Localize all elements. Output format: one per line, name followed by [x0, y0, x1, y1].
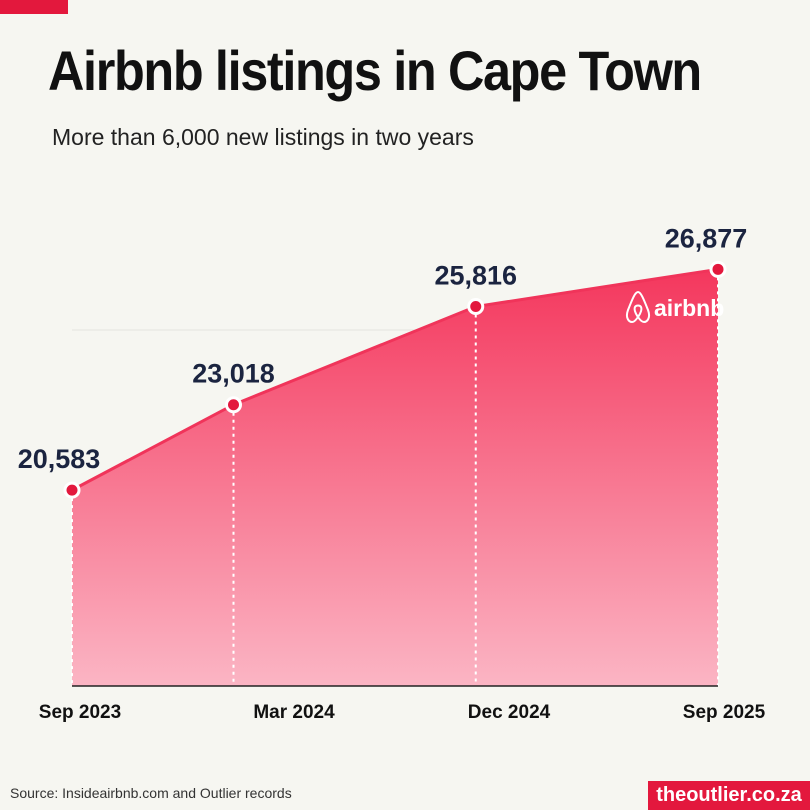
- x-tick-label: Sep 2023: [39, 702, 121, 723]
- airbnb-logo: airbnb: [625, 291, 724, 323]
- airbnb-logo-text: airbnb: [654, 295, 724, 321]
- chart-subtitle: More than 6,000 new listings in two year…: [52, 124, 474, 150]
- data-label: 23,018: [192, 359, 275, 389]
- data-point: [467, 298, 485, 316]
- x-tick-label: Dec 2024: [468, 702, 551, 723]
- data-label: 25,816: [434, 261, 517, 291]
- data-point: [63, 481, 81, 499]
- series-line: [71, 267, 719, 492]
- data-label: 26,877: [665, 223, 748, 253]
- x-tick-label: Mar 2024: [253, 702, 335, 723]
- airbnb-logo-icon: [625, 291, 651, 323]
- chart-title: Airbnb listings in Cape Town: [48, 39, 702, 102]
- data-point: [225, 396, 242, 414]
- brand-badge[interactable]: theoutlier.co.za: [648, 781, 810, 810]
- data-label: 20,583: [18, 444, 101, 474]
- data-point: [709, 260, 727, 278]
- area-fill: [72, 269, 718, 686]
- top-accent-bar: [0, 0, 68, 14]
- x-tick-label: Sep 2025: [683, 702, 766, 723]
- source-note: Source: Insideairbnb.com and Outlier rec…: [10, 785, 292, 801]
- area-chart: 20,583 23,018 25,816 26,877 Sep 2023 Mar 202…: [18, 223, 766, 723]
